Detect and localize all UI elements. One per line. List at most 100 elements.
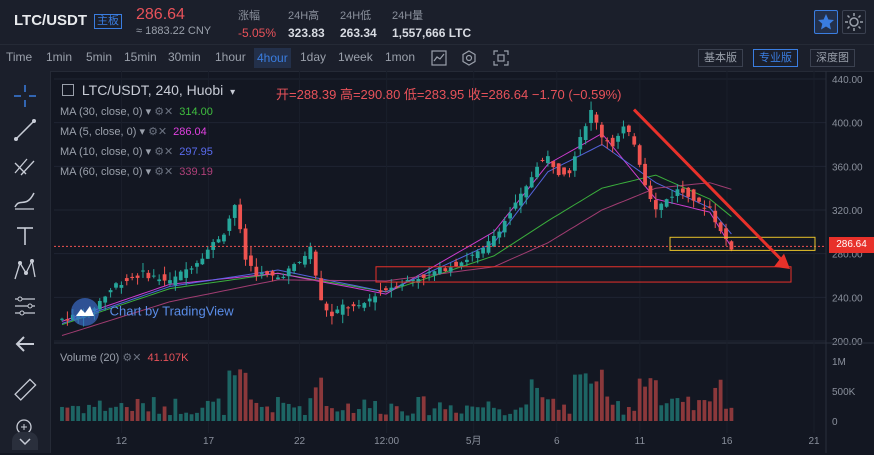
sun-icon [845, 13, 863, 31]
volume-bar [481, 407, 485, 421]
fullscreen-icon[interactable] [492, 49, 510, 67]
volume-bar [151, 397, 156, 421]
fib-retracement-icon[interactable] [12, 153, 38, 179]
candle-body [529, 177, 534, 188]
candle-body [551, 161, 556, 168]
candle-body [373, 296, 378, 303]
theme-toggle-button[interactable] [842, 10, 866, 34]
volume-bar [556, 409, 561, 421]
tf-1week[interactable]: 1week [338, 50, 373, 64]
volume-bar [470, 406, 475, 421]
volume-bar [605, 396, 610, 421]
volume-bar [529, 379, 534, 421]
x-tick-label: 12 [116, 436, 128, 447]
volume-bar [173, 398, 178, 421]
volume-tick-label: 0 [832, 417, 838, 428]
cny-price: ≈ 1883.22 CNY [136, 25, 212, 37]
settings-icon[interactable] [460, 49, 478, 67]
x-tick-label: 11 [635, 436, 646, 447]
candle-body [567, 170, 572, 174]
volume-bar [157, 413, 162, 421]
candle-body [686, 187, 691, 197]
candle-body [502, 220, 507, 233]
y-tick-label: 400.00 [832, 119, 863, 130]
support-box [375, 266, 792, 283]
candle-body [281, 276, 286, 278]
volume-bar [373, 400, 378, 421]
candle-body [162, 274, 167, 281]
favorite-star-button[interactable] [814, 10, 838, 34]
candle-body [259, 272, 264, 275]
star-icon [818, 14, 834, 30]
candle-body [664, 199, 669, 207]
candle-body [562, 167, 566, 175]
volume-bar [599, 369, 604, 421]
indicators-icon[interactable] [430, 49, 448, 67]
volume-bar [524, 404, 529, 421]
volume-bar [378, 413, 383, 421]
prediction-icon[interactable] [12, 293, 38, 319]
volume-bar [303, 414, 307, 421]
brush-icon[interactable] [12, 187, 38, 213]
volume-bar [486, 401, 491, 421]
collapse-tools-button[interactable] [12, 432, 38, 450]
candle-body [60, 318, 64, 320]
ruler-icon[interactable] [12, 377, 38, 403]
volume-bar [319, 377, 324, 421]
view-pro-button[interactable]: 专业版 [753, 49, 798, 67]
volume-bar [421, 396, 426, 421]
tf-30min[interactable]: 30min [168, 50, 201, 64]
candle-body [670, 196, 674, 198]
volume-bar [238, 369, 243, 421]
candle-body [184, 269, 189, 278]
x-tick-label: 5月 [466, 435, 482, 447]
candle-body [130, 276, 135, 279]
ma10-legend: MA (10, close, 0) ▾ ⚙✕ 297.95 [60, 146, 213, 158]
candle-body [146, 272, 151, 279]
tf-1day[interactable]: 1day [300, 50, 327, 64]
text-tool-icon[interactable] [12, 223, 38, 249]
crosshair-icon[interactable] [12, 83, 38, 109]
volume-bar [76, 406, 81, 421]
volume-bar [427, 415, 431, 421]
volume-bar [508, 413, 512, 421]
volume-bar [124, 407, 129, 421]
volume-bar [346, 403, 351, 421]
volume-bar [297, 406, 302, 421]
tf-1mon[interactable]: 1mon [385, 50, 416, 64]
pattern-icon[interactable] [12, 257, 38, 283]
back-arrow-icon[interactable] [12, 331, 38, 357]
view-basic-button[interactable]: 基本版 [698, 49, 743, 67]
tf-15min[interactable]: 15min [124, 50, 157, 64]
ma-line [61, 182, 732, 336]
tf-1min[interactable]: 1min [46, 50, 73, 64]
tf-5min[interactable]: 5min [86, 50, 113, 64]
volume-bar [335, 411, 340, 421]
caret-down-icon[interactable]: ▾ [230, 87, 236, 98]
volume-bar [632, 410, 637, 421]
volume-bar [243, 372, 248, 421]
volume-bar [400, 411, 405, 421]
trend-line-icon[interactable] [12, 117, 38, 143]
volume-bar [205, 400, 210, 421]
tf-1hour[interactable]: 1hour [215, 50, 246, 64]
volume-bar [583, 373, 588, 421]
tf-time[interactable]: Time [6, 50, 33, 64]
view-depth-button[interactable]: 深度图 [810, 49, 855, 67]
drawing-toolbar [0, 71, 51, 453]
volume-bar [281, 402, 286, 421]
price-chart[interactable]: 440.00400.00360.00320.00280.00240.00200.… [54, 71, 874, 453]
tf-4hour[interactable]: 4hour [254, 48, 291, 68]
volume-bar [65, 407, 70, 421]
volume-bar [675, 398, 680, 421]
volume-bar [184, 412, 189, 421]
candle-body [346, 307, 351, 309]
y-tick-label: 240.00 [832, 293, 863, 304]
volume-bar [362, 399, 367, 421]
volume-bar [340, 410, 345, 421]
candle-body [605, 140, 610, 142]
candle-body [653, 200, 658, 210]
top-header: LTC/USDT 主板 286.64 ≈ 1883.22 CNY 涨幅 -5.05… [0, 0, 874, 44]
pair-title[interactable]: LTC/USDT [14, 12, 88, 29]
collapse-legend-icon[interactable] [62, 84, 74, 96]
